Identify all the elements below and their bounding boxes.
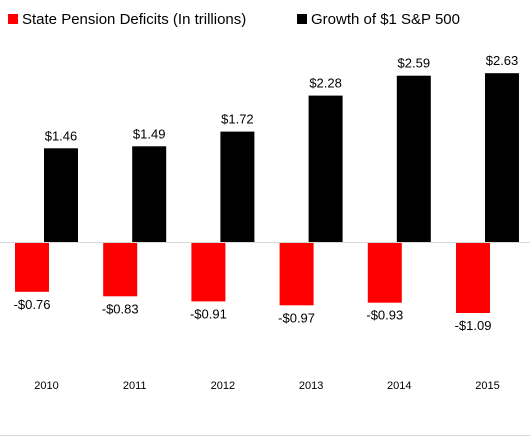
legend: State Pension Deficits (In trillions) Gro… [8,11,460,28]
x-tick-2012: 2012 [211,380,235,392]
x-tick-2011: 2011 [123,380,147,392]
growth-label-2014: $2.59 [398,56,431,71]
deficit-label-2013: -$0.97 [278,310,315,325]
growth-bar-2010 [44,148,78,242]
growth-label-2012: $1.72 [221,112,254,127]
x-tick-2013: 2013 [299,380,323,392]
deficit-label-2011: -$0.83 [102,301,139,316]
x-tick-2015: 2015 [475,380,499,392]
growth-bar-2013 [308,95,343,242]
data-labels: -$0.76 $1.46 -$0.83 $1.49 -$0.91 $1.72 -$0.97 $… [14,53,519,333]
deficit-label-2010: -$0.76 [14,297,51,312]
deficit-bar-2015 [456,243,490,313]
growth-label-2010: $1.46 [45,128,78,143]
deficit-bar-2010 [15,243,49,292]
deficit-label-2012: -$0.91 [190,306,227,321]
legend-swatch-1 [8,14,18,24]
growth-bar-2012 [220,131,255,242]
deficit-bar-2011 [103,243,138,297]
growth-label-2013: $2.28 [309,76,342,91]
growth-bar-2011 [132,146,167,242]
x-tick-2010: 2010 [34,380,58,392]
legend-label-2: Growth of $1 S&P 500 [311,11,460,28]
deficit-label-2015: -$1.09 [455,318,492,333]
deficit-bar-2013 [279,243,314,306]
legend-swatch-2 [297,14,307,24]
deficit-bar-2014 [367,243,402,303]
growth-label-2011: $1.49 [133,126,166,141]
deficit-bar-2012 [191,243,226,302]
x-tick-labels: 2010 2011 2012 2013 2014 2015 [34,380,499,392]
bars [15,73,519,313]
deficit-label-2014: -$0.93 [366,308,403,323]
x-tick-2014: 2014 [387,380,411,392]
growth-bar-2014 [396,75,431,242]
legend-label-1: State Pension Deficits (In trillions) [22,11,246,28]
growth-label-2015: $2.63 [486,53,519,68]
growth-bar-2015 [485,73,519,242]
